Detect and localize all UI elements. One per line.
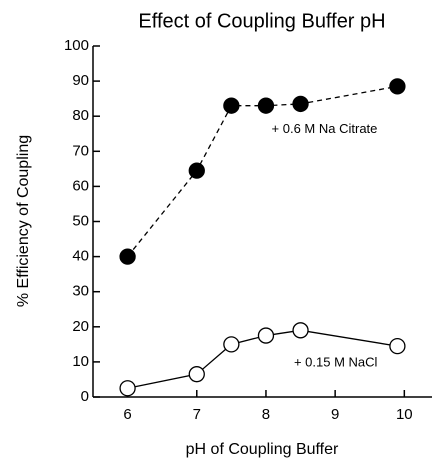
data-point	[119, 380, 136, 397]
data-point	[188, 162, 205, 179]
data-point	[223, 97, 240, 114]
data-point	[257, 97, 275, 114]
y-tick-label: 100	[64, 37, 89, 54]
data-point	[389, 337, 406, 355]
series-line	[127, 85, 398, 258]
y-tick-label: 10	[72, 353, 89, 370]
x-tick-label: 8	[262, 406, 270, 423]
data-point	[389, 78, 406, 95]
y-axis-label: % Efficiency of Coupling	[15, 135, 32, 307]
data-point	[223, 336, 240, 353]
y-tick-label: 30	[72, 283, 89, 300]
x-axis-label: pH of Coupling Buffer	[186, 441, 339, 458]
y-tick-label: 80	[72, 107, 89, 124]
y-tick-label: 60	[72, 177, 89, 194]
data-point	[292, 95, 309, 113]
x-tick-label: 7	[193, 406, 201, 423]
y-tick-label: 20	[72, 318, 89, 335]
y-tick-label: 90	[72, 72, 89, 89]
y-tick-label: 0	[81, 388, 89, 405]
x-tick-label: 9	[331, 406, 339, 423]
chart-title: Effect of Coupling Buffer pH	[138, 10, 385, 32]
data-point	[257, 327, 275, 344]
data-point	[292, 322, 309, 339]
series-line	[127, 329, 398, 389]
data-point	[119, 248, 136, 265]
series-label: + 0.15 M NaCl	[294, 355, 378, 370]
x-tick-label: 10	[396, 406, 413, 423]
data-point	[188, 366, 205, 383]
y-tick-label: 50	[72, 212, 89, 229]
y-tick-label: 70	[72, 142, 89, 159]
y-tick-label: 40	[72, 248, 89, 265]
x-tick-label: 6	[123, 406, 131, 423]
series-label: + 0.6 M Na Citrate	[272, 121, 378, 136]
